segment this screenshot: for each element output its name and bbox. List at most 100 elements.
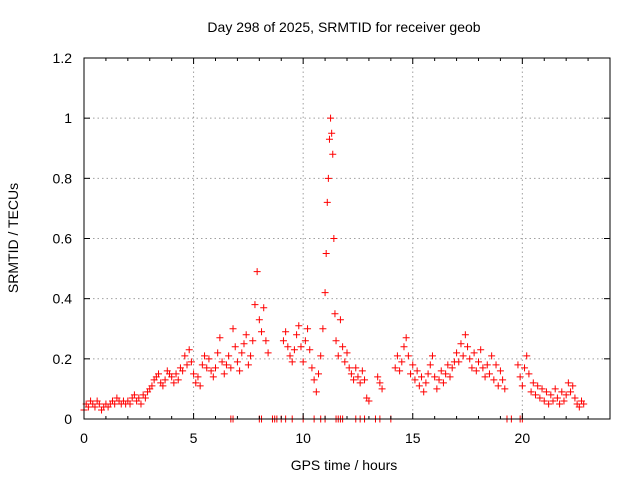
data-point [216,334,224,342]
data-point [431,373,439,381]
data-point [325,135,333,143]
data-point [472,367,480,375]
data-point [339,343,347,351]
data-point [420,388,428,396]
data-point [488,352,496,360]
data-point [255,316,263,324]
data-point [481,373,489,381]
x-tick-label: 15 [405,430,421,446]
y-tick-label: 0.6 [53,231,73,247]
data-point [521,364,529,372]
data-point [411,376,419,384]
data-point [402,334,410,342]
data-point [354,373,362,381]
data-point [95,400,103,408]
data-point [310,376,318,384]
data-point [253,268,261,276]
data-point [553,394,561,402]
data-point [220,370,228,378]
data-point [84,403,92,411]
data-point [409,361,417,369]
data-point [301,337,309,345]
data-point [428,352,436,360]
data-point [560,397,568,405]
data-point [459,352,467,360]
data-point [439,379,447,387]
data-point [393,352,401,360]
data-point [236,367,244,375]
data-point [332,337,340,345]
data-point [496,367,504,375]
data-point [170,379,178,387]
data-point [455,358,463,366]
data-point [214,349,222,357]
data-point [415,382,423,390]
data-point [475,358,482,366]
data-point [306,346,314,354]
data-point [448,364,456,372]
data-point [453,349,461,357]
data-point [404,352,412,360]
data-point [334,352,342,360]
y-tick-labels: 0 0.2 0.4 0.6 0.8 1 1.2 [53,50,73,427]
data-point [207,367,215,375]
data-point [323,198,331,206]
y-tick-label: 0.4 [53,291,73,307]
data-points [80,114,588,423]
data-point [161,376,169,384]
data-point [547,391,555,399]
data-point [330,235,338,242]
y-tick-label: 1.2 [53,50,73,66]
data-point [352,364,360,372]
data-point [378,385,386,393]
data-point [198,361,206,369]
data-point [181,352,189,360]
data-point [466,355,474,363]
data-point [398,358,406,366]
data-point [551,385,559,393]
data-point [187,358,195,366]
data-point [196,382,204,390]
data-point [422,379,430,387]
data-point [174,376,182,384]
data-point [192,379,200,387]
data-point [205,355,213,363]
data-point [343,349,351,357]
data-point [282,328,290,336]
data-point [137,400,145,408]
data-point [258,328,266,336]
data-point [542,388,550,396]
data-point [218,358,226,366]
data-point [126,400,134,408]
data-point [418,373,426,381]
data-point [365,397,373,405]
data-point [284,343,292,351]
data-point [470,349,478,357]
y-axis-label: SRMTID / TECUs [5,183,21,293]
data-point [183,361,191,369]
data-point [297,343,305,351]
data-point [130,391,138,399]
data-point [514,361,522,369]
data-point [159,382,167,390]
grid-layer [84,58,610,419]
x-tick-label: 0 [80,430,88,446]
data-point [312,388,320,396]
data-point [345,364,353,372]
data-point [251,301,259,309]
data-point [262,337,270,345]
data-point [538,385,546,393]
data-point [523,352,531,360]
data-point [304,325,312,333]
data-point [477,346,485,354]
data-point [319,325,327,333]
x-tick-label: 5 [190,430,198,446]
data-point [529,379,537,387]
x-tick-label: 20 [515,430,531,446]
data-point [490,376,498,384]
data-point [435,376,443,384]
data-point [322,250,330,258]
data-point [426,361,434,369]
